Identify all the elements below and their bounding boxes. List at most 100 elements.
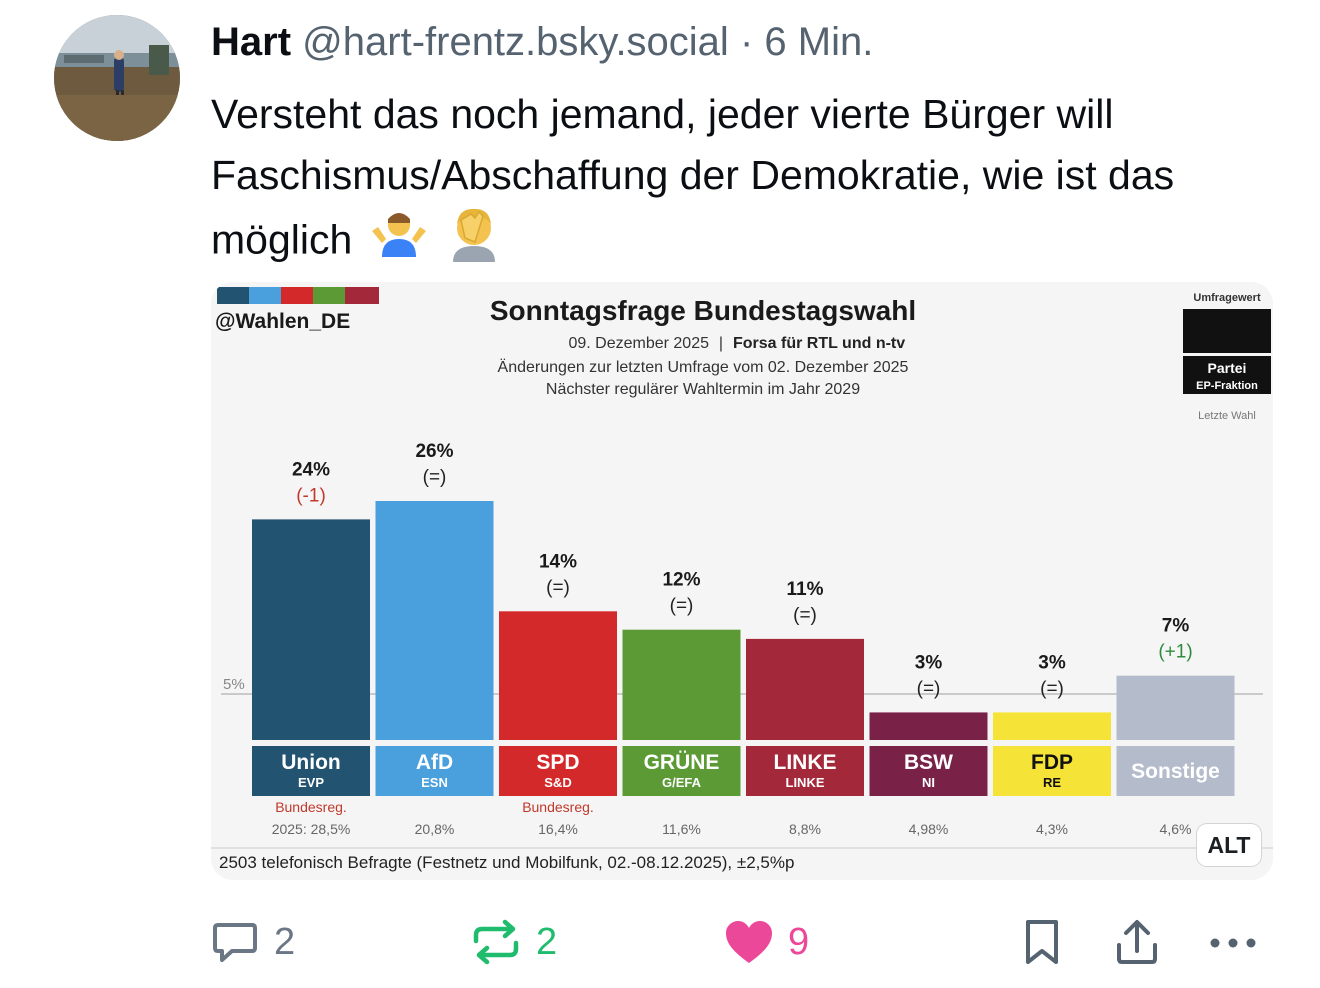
- bar-value-label: 3%: [1038, 652, 1066, 673]
- bar-change-label: (+1): [1158, 642, 1192, 663]
- like-count: 9: [788, 920, 810, 963]
- brand-color-strip: [217, 287, 379, 304]
- legend-last-election: Letzte Wahl: [1198, 410, 1256, 422]
- party-name: Union: [281, 751, 340, 774]
- party-name: AfD: [416, 751, 453, 774]
- bar-change-label: (=): [546, 577, 570, 598]
- legend-survey-value: Umfragewert: [1193, 292, 1261, 304]
- chart-date: 09. Dezember 2025: [568, 335, 709, 352]
- party-faction: EVP: [298, 775, 324, 790]
- party-label-box: [499, 746, 617, 796]
- bar-value-label: 24%: [292, 459, 330, 480]
- party-faction: NI: [922, 775, 935, 790]
- bar-value-label: 11%: [787, 579, 824, 600]
- heart-icon: [726, 921, 772, 963]
- author-name[interactable]: Hart: [211, 20, 292, 64]
- alt-text-button[interactable]: ALT: [1197, 824, 1261, 866]
- party-label-box: [993, 746, 1111, 796]
- threshold-label: 5%: [223, 676, 245, 693]
- party-label-box: [1116, 746, 1235, 796]
- last-election-value: 16,4%: [538, 821, 578, 837]
- bar-value-label: 12%: [662, 570, 700, 591]
- repost-icon: [473, 919, 519, 965]
- legend-faction: EP-Fraktion: [1196, 380, 1258, 392]
- bar-value-label: 7%: [1162, 616, 1190, 637]
- share-button[interactable]: [1114, 914, 1160, 970]
- bar-change-label: (=): [917, 678, 941, 699]
- last-election-value: 4,98%: [909, 821, 949, 837]
- last-election-value: 2025: 28,5%: [272, 821, 351, 837]
- more-options-icon: [1210, 938, 1256, 948]
- party-name: SPD: [536, 751, 579, 774]
- government-label: Bundesreg.: [522, 799, 594, 815]
- more-options-button[interactable]: [1208, 914, 1258, 970]
- post-text: Versteht das noch jemand, jeder vierte B…: [211, 84, 1291, 279]
- bar-change-label: (-1): [296, 485, 326, 506]
- party-label-box: [746, 746, 864, 796]
- bar-5: [869, 712, 988, 740]
- post-timestamp[interactable]: 6 Min.: [764, 20, 874, 64]
- bar-value-label: 14%: [539, 551, 577, 572]
- party-name: FDP: [1031, 751, 1073, 774]
- legend-party: Partei: [1208, 360, 1247, 376]
- bar-7: [1116, 675, 1235, 740]
- party-faction: RE: [1043, 775, 1061, 790]
- party-label-box: [869, 746, 988, 796]
- bar-change-label: (=): [1040, 678, 1064, 699]
- face-palm-icon: [445, 206, 503, 279]
- chart-divider: |: [719, 335, 723, 352]
- bar-value-label: 26%: [415, 441, 453, 462]
- last-election-value: 8,8%: [789, 821, 821, 837]
- last-election-value: 11,6%: [662, 821, 701, 837]
- last-election-value: 4,6%: [1160, 821, 1192, 837]
- last-election-value: 4,3%: [1036, 821, 1068, 837]
- bar-change-label: (=): [423, 467, 447, 488]
- party-name: Sonstige: [1131, 760, 1220, 783]
- like-button[interactable]: 9: [724, 914, 809, 970]
- chart-changes-line: Änderungen zur letzten Umfrage vom 02. D…: [498, 358, 909, 376]
- party-faction: S&D: [544, 775, 571, 790]
- bar-0: [252, 519, 370, 740]
- bar-change-label: (=): [793, 605, 817, 626]
- bar-value-label: 3%: [915, 652, 943, 673]
- last-election-value: 20,8%: [415, 821, 455, 837]
- government-label: Bundesreg.: [275, 799, 347, 815]
- chart-title: Sonntagsfrage Bundestagswahl: [490, 295, 916, 326]
- chart-footer: 2503 telefonisch Befragte (Festnetz und …: [219, 853, 794, 872]
- party-faction: G/EFA: [662, 775, 702, 790]
- bar-3: [622, 629, 741, 740]
- repost-count: 2: [536, 920, 558, 963]
- bookmark-icon: [1026, 920, 1058, 964]
- bar-1: [375, 501, 494, 740]
- bar-4: [746, 638, 864, 740]
- party-faction: LINKE: [786, 775, 825, 790]
- post-text-content: Versteht das noch jemand, jeder vierte B…: [211, 91, 1175, 263]
- party-name: LINKE: [774, 751, 837, 774]
- bookmark-button[interactable]: [1020, 914, 1064, 970]
- bar-change-label: (=): [670, 596, 694, 617]
- bar-6: [993, 712, 1111, 740]
- author-handle[interactable]: @hart-frentz.bsky.social: [302, 20, 729, 64]
- embedded-image[interactable]: @Wahlen_DE Sonntagsfrage Bundestagswahl …: [211, 282, 1273, 880]
- legend: Umfragewert Partei EP-Fraktion Letzte Wa…: [1183, 292, 1271, 422]
- reply-icon: [213, 923, 257, 962]
- poll-chart: @Wahlen_DE Sonntagsfrage Bundestagswahl …: [211, 282, 1273, 880]
- chart-institute: Forsa für RTL und n-tv: [733, 335, 905, 352]
- party-name: BSW: [904, 751, 953, 774]
- author-avatar[interactable]: [54, 15, 180, 141]
- chart-next-election-line: Nächster regulärer Wahltermin im Jahr 20…: [546, 381, 860, 398]
- brand-label: @Wahlen_DE: [215, 310, 350, 333]
- repost-button[interactable]: 2: [470, 914, 557, 970]
- party-label-box: [622, 746, 741, 796]
- reply-count: 2: [274, 920, 296, 963]
- avatar-photo: [54, 15, 180, 141]
- bar-2: [499, 611, 617, 740]
- share-icon: [1117, 920, 1157, 964]
- party-label-box: [252, 746, 370, 796]
- party-name: GRÜNE: [644, 751, 720, 774]
- party-label-box: [375, 746, 494, 796]
- party-faction: ESN: [421, 775, 448, 790]
- post-header: Hart @hart-frentz.bsky.social · 6 Min.: [211, 18, 873, 66]
- reply-button[interactable]: 2: [210, 914, 295, 970]
